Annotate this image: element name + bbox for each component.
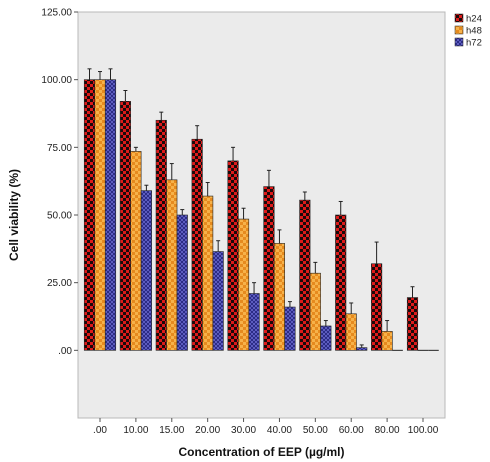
x-axis: .00 10.00 15.00 20.00 30.00 40.00 50.00 60.00 80…: [93, 418, 439, 436]
y-tick-label: 125.00: [41, 8, 72, 19]
bar-h24-0: [83, 79, 96, 351]
bar-h24-3: [191, 138, 203, 351]
y-tick-label: 50.00: [47, 211, 72, 222]
bar-series: [83, 68, 439, 351]
x-tick-label: 15.00: [159, 425, 184, 436]
bar-h24-9: [406, 297, 419, 351]
x-tick-label: 40.00: [267, 425, 292, 436]
x-axis-title: Concentration of EEP (µg/ml): [178, 445, 344, 459]
bar-h72-4: [248, 293, 260, 351]
y-tick-label: .00: [58, 346, 72, 357]
x-tick-label: 30.00: [231, 425, 256, 436]
legend-label-h24: h24: [466, 14, 482, 25]
bar-h24-6: [299, 199, 311, 351]
bar-h48-1: [130, 151, 142, 351]
bar-h48-4: [238, 218, 250, 351]
legend-label-h72: h72: [466, 38, 482, 49]
legend-label-h48: h48: [466, 26, 482, 37]
bar-h48-8: [381, 331, 393, 351]
bar-h24-5: [263, 186, 275, 351]
bar-h24-2: [155, 119, 167, 351]
x-tick-label: 20.00: [195, 425, 220, 436]
bar-h24-1: [119, 101, 131, 351]
bar-h48-7: [345, 313, 357, 351]
x-tick-label: 100.00: [408, 425, 439, 436]
bar-h48-6: [309, 272, 321, 351]
y-axis-title: Cell viability (%): [7, 169, 21, 261]
bar-h48-5: [273, 243, 285, 351]
bar-h48-0: [94, 79, 106, 351]
x-tick-label: 10.00: [123, 425, 148, 436]
bar-h72-6: [320, 325, 332, 351]
bar-h24-7: [335, 214, 347, 351]
legend-swatch-h48: [454, 25, 464, 35]
bar-h72-2: [176, 214, 188, 351]
bar-h72-7: [356, 347, 368, 351]
bar-h48-3: [202, 195, 214, 351]
y-tick-label: 25.00: [47, 278, 72, 289]
legend-swatch-h24: [454, 13, 464, 23]
x-tick-label: .00: [93, 425, 107, 436]
bar-h72-0: [104, 79, 117, 351]
bar-h24-8: [371, 263, 383, 351]
bar-h72-5: [284, 306, 296, 351]
x-tick-label: 60.00: [339, 425, 364, 436]
y-axis: .00 25.00 50.00 75.00 100.00 125.00: [41, 8, 78, 357]
x-tick-label: 80.00: [375, 425, 400, 436]
bar-h48-2: [166, 179, 178, 351]
legend-swatch-h72: [454, 37, 464, 47]
y-tick-label: 75.00: [47, 143, 72, 154]
y-tick-label: 100.00: [41, 75, 72, 86]
bar-h24-4: [227, 160, 239, 351]
x-tick-label: 50.00: [303, 425, 328, 436]
bar-h72-3: [212, 251, 224, 351]
bar-h72-1: [140, 190, 152, 351]
